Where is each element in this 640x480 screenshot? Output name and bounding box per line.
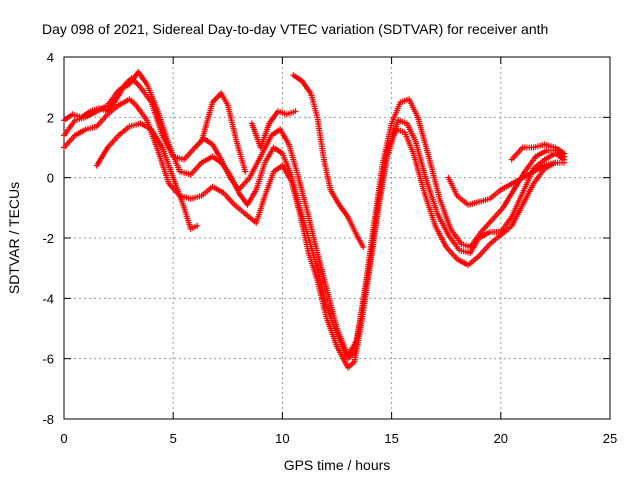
x-tick-label: 10 — [275, 431, 289, 446]
grid-lines — [64, 57, 610, 419]
y-tick-label: -6 — [42, 352, 54, 367]
series-line-track-d — [93, 120, 201, 232]
x-tick-label: 0 — [60, 431, 67, 446]
series-track-c — [61, 75, 568, 359]
x-tick-label: 15 — [384, 431, 398, 446]
series-track-e — [198, 90, 249, 175]
y-tick-label: 2 — [47, 110, 54, 125]
series-line-track-f — [248, 108, 299, 151]
x-axis-label: GPS time / hours — [284, 457, 391, 473]
series-track-g — [290, 72, 367, 250]
x-tick-label: 25 — [603, 431, 617, 446]
y-tick-label: -8 — [42, 412, 54, 427]
series-line-track-e — [198, 90, 249, 175]
series-track-f — [248, 108, 299, 151]
series-line-track-h — [445, 159, 559, 208]
data-series — [61, 69, 568, 371]
series-line-track-g — [290, 72, 367, 250]
tick-labels: 0 5 10 15 20 25 -8 -6 -4 -2 0 2 4 — [42, 50, 617, 446]
series-line-track-c — [61, 75, 568, 359]
axis-ticks — [63, 56, 611, 420]
x-tick-label: 5 — [170, 431, 177, 446]
series-track-i — [508, 141, 568, 163]
y-tick-label: -4 — [42, 291, 54, 306]
x-tick-label: 20 — [494, 431, 508, 446]
series-line-track-i — [508, 141, 568, 163]
chart-title: Day 098 of 2021, Sidereal Day-to-day VTE… — [42, 21, 548, 37]
y-axis-label: SDTVAR / TECUs — [6, 182, 22, 294]
y-tick-label: 4 — [47, 50, 54, 65]
series-track-d — [93, 120, 201, 232]
y-tick-label: 0 — [47, 171, 54, 186]
series-track-h — [445, 159, 559, 208]
y-tick-label: -2 — [42, 231, 54, 246]
